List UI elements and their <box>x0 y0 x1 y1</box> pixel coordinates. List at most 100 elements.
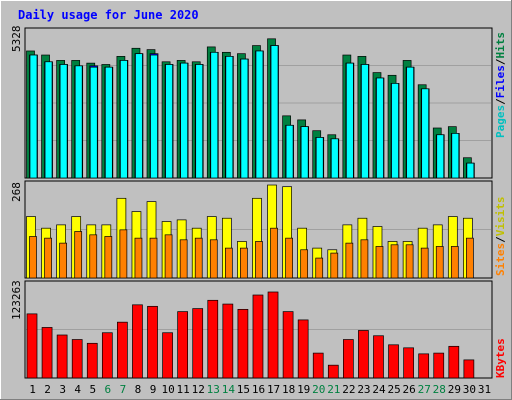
x-label: 28 <box>433 383 446 396</box>
pages-bar <box>361 64 369 179</box>
pages-bar <box>240 58 249 179</box>
sites-bar <box>375 246 384 279</box>
top-panel-legend: Pages/Files/Hits <box>494 32 507 138</box>
kbytes-bar <box>418 353 430 379</box>
kbytes-bar <box>56 334 68 379</box>
pages-bar <box>165 64 173 179</box>
x-label: 4 <box>74 383 81 396</box>
kbytes-bar <box>267 291 279 379</box>
sites-bar <box>194 237 203 279</box>
pages-bar <box>466 162 475 179</box>
kbytes-bar <box>237 308 249 379</box>
pages-bar <box>285 124 294 179</box>
sites-bar <box>119 229 128 279</box>
sites-bar <box>59 242 67 279</box>
kbytes-bar <box>71 339 83 379</box>
x-label: 6 <box>105 383 112 396</box>
kbytes-bar <box>358 330 369 379</box>
x-label: 27 <box>418 383 431 396</box>
sites-bar <box>224 247 233 279</box>
pages-bar <box>29 54 38 179</box>
sites-bar <box>450 246 459 279</box>
x-label: 5 <box>89 383 96 396</box>
pages-bar <box>180 62 188 179</box>
pages-bar <box>59 64 68 179</box>
x-label: 8 <box>135 383 142 396</box>
middle-panel-legend: Sites/Visits <box>494 197 507 277</box>
pages-bar <box>195 64 204 179</box>
sites-bar <box>315 257 324 279</box>
pages-bar <box>89 66 98 179</box>
legend-kbytes: KBytes <box>494 338 507 378</box>
x-label: 26 <box>403 383 416 396</box>
kbytes-bar <box>403 347 414 379</box>
x-label: 18 <box>282 383 295 396</box>
x-label: 25 <box>387 383 400 396</box>
pages-bar <box>315 137 324 179</box>
x-label: 2 <box>44 383 51 396</box>
legend-text: KBytes <box>494 338 507 378</box>
kbytes-bar <box>162 332 173 379</box>
x-label: 12 <box>192 383 205 396</box>
x-label: 20 <box>312 383 325 396</box>
pages-bar <box>210 51 219 179</box>
legend-files: Files <box>494 65 507 98</box>
x-label: 14 <box>222 383 236 396</box>
kbytes-bar <box>343 339 354 379</box>
pages-bar <box>120 60 128 179</box>
sites-bar <box>390 244 399 279</box>
x-label: 30 <box>463 383 476 396</box>
sites-bar <box>209 239 218 279</box>
pages-bar <box>346 62 354 179</box>
x-axis-labels: 1 2 3 4 5 6 7 8 9 10 11 12 13 14 15 16 17 18 19 20 21 22 23 24 2… <box>29 383 491 396</box>
legend-hits: Hits <box>494 32 507 59</box>
pages-bar <box>376 77 384 179</box>
sites-bar <box>420 247 429 279</box>
x-label: 31 <box>478 383 491 396</box>
x-label: 23 <box>357 383 370 396</box>
pages-bar <box>74 65 83 179</box>
kbytes-bar <box>26 313 38 379</box>
sites-bar <box>240 247 248 279</box>
kbytes-bar <box>463 359 475 379</box>
legend-text: Pages/Files/Hits <box>494 32 507 138</box>
x-label: 11 <box>177 383 190 396</box>
legend-sites: Sites <box>494 243 507 276</box>
sites-bar <box>74 231 83 279</box>
sites-bar <box>29 236 37 279</box>
sites-bar <box>89 234 98 279</box>
kbytes-bar <box>101 332 113 379</box>
pages-bar <box>104 66 113 179</box>
kbytes-bar <box>177 311 188 379</box>
kbytes-bar <box>282 311 294 379</box>
kbytes-bar <box>297 319 309 379</box>
x-label: 17 <box>267 383 280 396</box>
sites-bar <box>435 246 444 279</box>
middle-panel-max-label: 268 <box>10 182 23 202</box>
x-label: 16 <box>252 383 265 396</box>
x-label: 21 <box>327 383 340 396</box>
sites-bar <box>44 237 52 279</box>
sites-bar <box>179 239 188 279</box>
sites-bar <box>360 239 369 279</box>
pages-bar <box>436 134 445 179</box>
pages-bar <box>330 138 339 179</box>
kbytes-bar <box>252 294 264 379</box>
x-label: 19 <box>297 383 310 396</box>
x-label: 13 <box>207 383 220 396</box>
kbytes-bar <box>327 364 339 379</box>
middle-panel-bars <box>26 184 474 279</box>
x-label: 7 <box>120 383 127 396</box>
kbytes-bar <box>132 304 143 379</box>
pages-bar <box>300 126 309 179</box>
kbytes-bar <box>86 342 98 379</box>
sites-bar <box>285 237 293 279</box>
x-label: 22 <box>342 383 355 396</box>
sites-bar <box>104 236 113 279</box>
x-label: 1 <box>29 383 36 396</box>
kbytes-bar <box>312 352 324 379</box>
legend-text: Sites/Visits <box>494 197 507 277</box>
pages-bar <box>270 45 279 179</box>
x-label: 29 <box>448 383 461 396</box>
